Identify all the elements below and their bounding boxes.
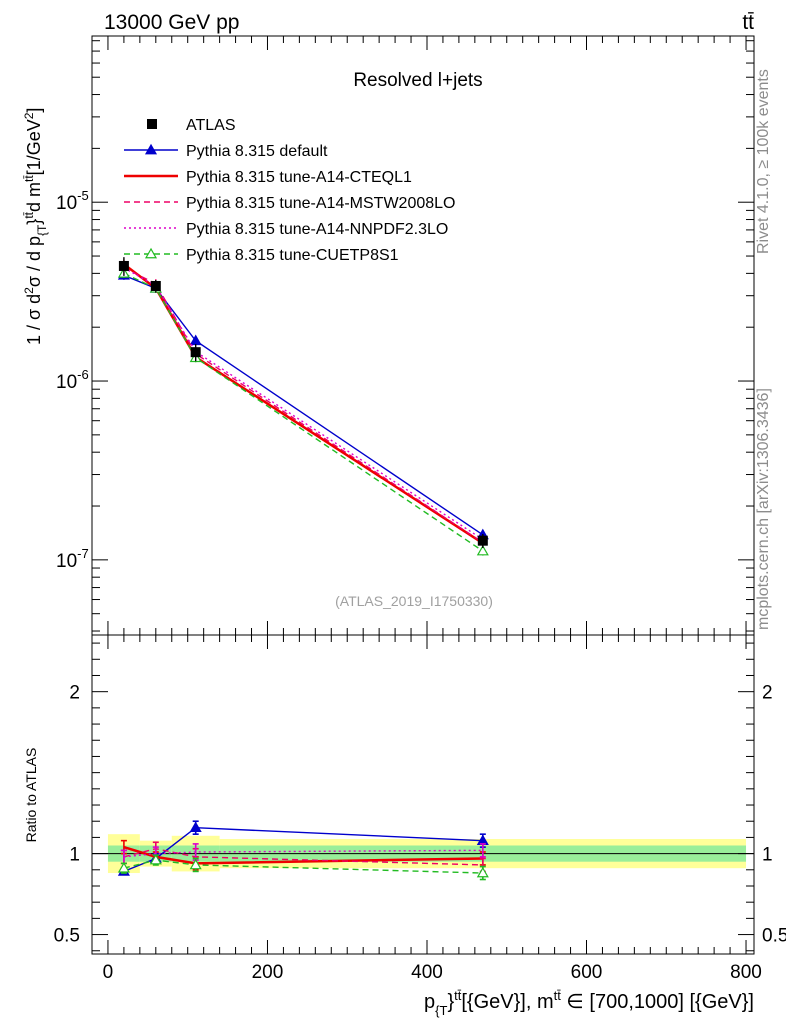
mc-series-line <box>123 263 484 545</box>
ratio-series <box>117 820 489 881</box>
legend-marker <box>144 247 158 259</box>
ratio-marker <box>189 821 202 833</box>
atlas-marker <box>190 347 201 358</box>
rivet-label: Rivet 4.1.0, ≥ 100k events <box>755 69 772 254</box>
mc-series-line <box>123 272 484 552</box>
ratio-marker <box>149 853 162 865</box>
ratio-frame <box>91 634 755 955</box>
mc-marker <box>476 544 489 556</box>
legend-label: Pythia 8.315 tune-CUETP8S1 <box>186 247 399 264</box>
ratio-series-line <box>123 859 483 874</box>
y-axis-label: 1 / σ d2σ / d p{T}tt̄d mtt̄[1/GeV2] <box>22 108 49 345</box>
ratio-series-line <box>123 849 483 858</box>
analysis-watermark: (ATLAS_2019_I1750330) <box>335 593 493 609</box>
x-tick-label: 400 <box>411 962 443 983</box>
ratio-tick-label-right: 1 <box>762 845 773 866</box>
y-tick-label: 10-5 <box>56 188 89 214</box>
y-tick-label: 10-7 <box>56 546 89 572</box>
atlas-marker <box>118 260 129 271</box>
x-tick-label: 600 <box>571 962 603 983</box>
legend-marker <box>144 143 158 155</box>
ratio-series-line <box>123 826 483 873</box>
x-tick-label: 800 <box>730 962 762 983</box>
legend: ATLAS Pythia 8.315 default Pythia 8.315 tu… <box>124 117 455 264</box>
atlas-marker <box>477 535 488 546</box>
ratio-axis-label: Ratio to ATLAS <box>23 748 39 843</box>
main-ticks: 10-7 10-6 10-5 <box>56 36 754 635</box>
ratio-tick-label: 2 <box>69 683 80 704</box>
mc-series-line <box>123 267 484 544</box>
ratio-series-line <box>123 845 483 865</box>
legend-marker-atlas <box>147 119 157 129</box>
x-tick-label: 200 <box>252 962 284 983</box>
ratio-series-line <box>123 848 483 866</box>
legend-label: Pythia 8.315 tune-A14-MSTW2008LO <box>186 195 455 212</box>
legend-label: Pythia 8.315 default <box>186 143 328 160</box>
mc-series-line <box>123 267 484 541</box>
chart-title: Resolved l+jets <box>353 70 482 91</box>
legend-label: Pythia 8.315 tune-A14-CTEQL1 <box>186 169 412 186</box>
mcplots-label: mcplots.cern.ch [arXiv:1306.3436] <box>755 388 772 630</box>
header-right: tt̄ <box>742 11 754 34</box>
main-panel: 10-7 10-6 10-5 Resolved l+jets (ATLAS_2019… <box>56 35 755 636</box>
ratio-tick-label-right: 0.5 <box>762 926 786 947</box>
x-axis-label: p{T}tt̄[{GeV}], mtt̄ ∈ [700,1000] [{GeV}… <box>424 988 754 1018</box>
ratio-marker <box>117 861 130 873</box>
main-data-points <box>118 257 488 549</box>
ratio-tick-label: 1 <box>69 845 80 866</box>
ratio-marker <box>189 858 202 870</box>
header-left: 13000 GeV pp <box>104 11 239 34</box>
main-series <box>117 259 489 556</box>
y-tick-label: 10-6 <box>56 367 89 393</box>
mc-series-line <box>123 274 484 536</box>
legend-label: Pythia 8.315 tune-A14-NNPDF2.3LO <box>186 221 448 238</box>
x-tick-label: 0 <box>103 962 114 983</box>
ratio-tick-label-right: 2 <box>762 683 773 704</box>
legend-label: ATLAS <box>186 117 236 134</box>
ratio-marker <box>476 866 489 878</box>
ratio-tick-label: 0.5 <box>54 926 80 947</box>
atlas-marker <box>150 280 161 291</box>
